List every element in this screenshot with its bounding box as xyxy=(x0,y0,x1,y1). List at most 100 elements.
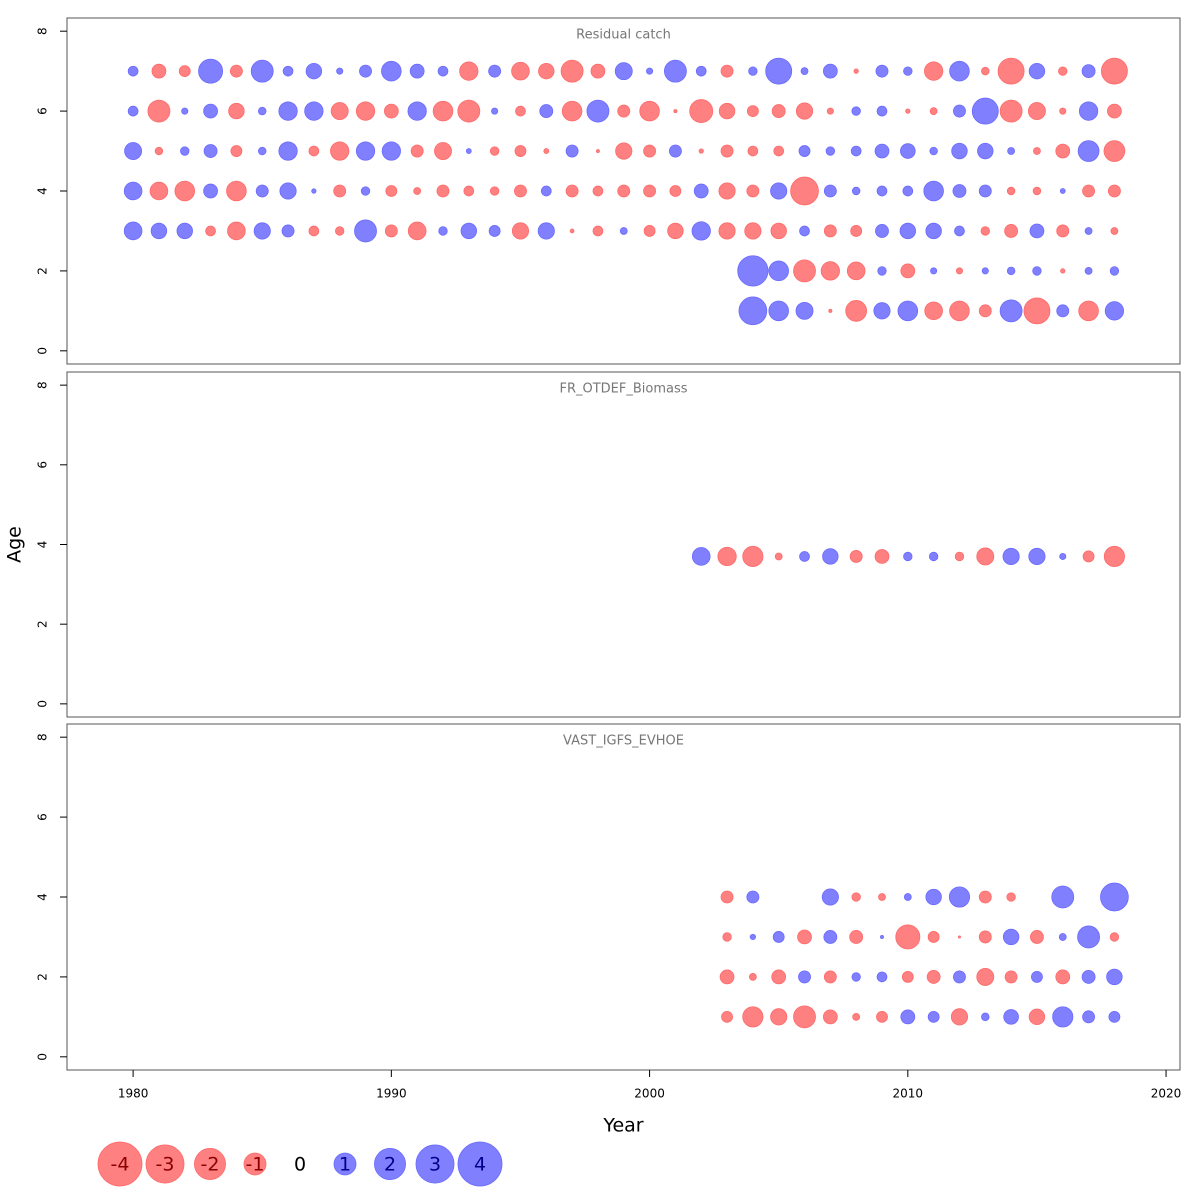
bubble xyxy=(691,547,711,566)
bubble xyxy=(569,228,575,234)
legend-bubble xyxy=(194,1148,226,1180)
bubble xyxy=(1059,188,1066,194)
bubble xyxy=(333,184,347,198)
bubble xyxy=(1059,552,1067,560)
bubble xyxy=(852,1012,861,1021)
x-axis-label: Year xyxy=(602,1115,643,1137)
bubble xyxy=(1082,1010,1096,1024)
bubble xyxy=(385,185,398,197)
bubble xyxy=(1028,62,1046,80)
bubble xyxy=(543,148,550,154)
bubble xyxy=(795,301,814,320)
bubble xyxy=(1060,268,1066,274)
bubble xyxy=(565,184,579,198)
bubble xyxy=(903,893,912,901)
legend-bubble xyxy=(97,1141,143,1187)
bubble xyxy=(1030,930,1044,944)
bubble xyxy=(180,146,190,156)
bubble xyxy=(717,546,737,567)
bubble xyxy=(1107,103,1122,119)
bubble xyxy=(1002,547,1020,566)
bubble xyxy=(203,103,218,119)
bubble xyxy=(592,225,604,237)
bubble xyxy=(799,225,810,237)
bubble xyxy=(330,102,349,121)
bubble xyxy=(695,65,707,77)
bubble xyxy=(413,187,422,195)
bubble xyxy=(875,64,889,78)
bubble xyxy=(489,146,500,156)
bubble xyxy=(586,99,610,123)
x-tick-label: 2010 xyxy=(893,1087,924,1101)
bubble xyxy=(669,185,682,197)
bubble xyxy=(771,969,787,985)
bubble xyxy=(927,931,940,943)
bubble xyxy=(768,300,789,322)
bubble xyxy=(151,63,167,79)
bubble xyxy=(1006,892,1016,902)
bubble xyxy=(825,146,836,156)
bubble xyxy=(436,184,450,198)
bubble xyxy=(1106,968,1123,986)
bubble xyxy=(929,107,938,115)
bubble xyxy=(330,141,350,161)
bubble xyxy=(1082,550,1095,563)
bubble xyxy=(1006,186,1016,196)
bubble xyxy=(1081,969,1096,984)
y-tick-label: 0 xyxy=(36,347,50,355)
bubble xyxy=(407,101,427,121)
bubble xyxy=(747,145,759,157)
bubble xyxy=(925,888,942,906)
bubble xyxy=(407,221,427,241)
bubble xyxy=(1078,101,1099,121)
bubble xyxy=(409,63,425,79)
bubble xyxy=(718,222,736,240)
bubble xyxy=(355,101,376,121)
bubble xyxy=(828,308,833,313)
bubble xyxy=(1004,970,1018,984)
bubble xyxy=(880,934,884,939)
bubble xyxy=(176,222,193,240)
bubble xyxy=(643,225,656,237)
bubble xyxy=(304,101,324,121)
bubble xyxy=(874,143,890,159)
bubble xyxy=(1077,925,1100,949)
bubble xyxy=(976,967,995,986)
bubble xyxy=(822,63,838,79)
bubble xyxy=(1023,297,1051,325)
bubble xyxy=(228,102,245,120)
bubble xyxy=(770,1008,788,1026)
bubble xyxy=(255,184,269,198)
bubble xyxy=(488,225,501,237)
x-tick-label: 1980 xyxy=(118,1087,149,1101)
bubble xyxy=(749,933,756,941)
bubble xyxy=(432,100,454,122)
bubble xyxy=(978,930,992,944)
bubble xyxy=(823,224,837,238)
panel-title: FR_OTDEF_Biomass xyxy=(559,382,687,397)
legend-bubble xyxy=(145,1144,185,1184)
bubble xyxy=(851,972,861,982)
bubble xyxy=(463,185,475,197)
bubble xyxy=(308,225,320,237)
bubble xyxy=(592,185,604,197)
bubble xyxy=(851,106,861,116)
bubble xyxy=(978,184,992,198)
bubble xyxy=(1081,64,1096,79)
bubble xyxy=(1100,882,1129,912)
bubble xyxy=(1028,547,1046,566)
bubble xyxy=(1007,147,1015,155)
bubble xyxy=(127,65,139,77)
bubble xyxy=(799,551,810,562)
bubble xyxy=(949,300,970,322)
bubble xyxy=(619,227,628,235)
bubble xyxy=(877,266,887,276)
bubble xyxy=(538,62,555,80)
bubble xyxy=(488,64,502,78)
bubble xyxy=(744,222,762,240)
bubble xyxy=(253,222,271,240)
bubble xyxy=(826,107,834,115)
bubble xyxy=(560,59,584,83)
bubble xyxy=(774,552,783,561)
bubble xyxy=(800,67,809,76)
